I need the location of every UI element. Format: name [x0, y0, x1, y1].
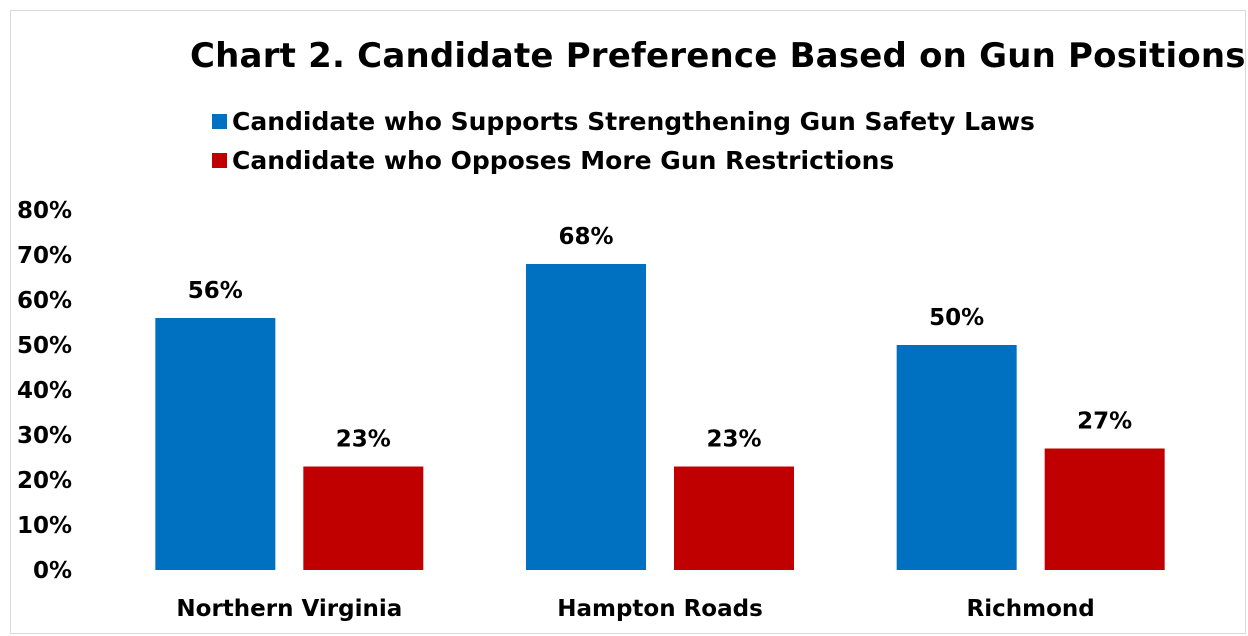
y-tick-label: 40%: [17, 378, 72, 404]
bar-richmond-opposes: [1044, 448, 1165, 570]
y-tick-label: 60%: [17, 288, 72, 314]
legend-swatch-opposes: [212, 152, 227, 168]
y-tick-label: 30%: [17, 423, 72, 449]
x-category-label: Hampton Roads: [557, 596, 763, 622]
x-category-label: Northern Virginia: [176, 596, 402, 622]
legend-swatch-supports: [212, 113, 227, 129]
legend-label-supports: Candidate who Supports Strengthening Gun…: [232, 106, 1035, 136]
bar-hampton-roads-opposes: [674, 466, 794, 570]
y-tick-label: 50%: [17, 333, 72, 359]
y-tick-label: 80%: [17, 198, 72, 224]
y-tick-label: 0%: [33, 558, 72, 584]
data-label: 23%: [336, 427, 391, 453]
data-label: 23%: [706, 427, 761, 453]
data-label: 56%: [188, 278, 243, 304]
bar-northern-virginia-opposes: [303, 466, 424, 570]
chart-title: Chart 2. Candidate Preference Based on G…: [190, 36, 1246, 76]
bar-richmond-supports: [896, 345, 1017, 570]
y-axis: 0% 10% 20% 30% 40% 50% 60% 70% 80%: [17, 198, 72, 584]
legend-label-opposes: Candidate who Opposes More Gun Restricti…: [232, 145, 895, 175]
bar-hampton-roads-supports: [526, 264, 646, 570]
legend-item-opposes: Candidate who Opposes More Gun Restricti…: [212, 145, 894, 175]
x-category-label: Richmond: [967, 596, 1095, 622]
bar-northern-virginia-supports: [155, 318, 276, 570]
y-tick-label: 70%: [17, 243, 72, 269]
data-label: 50%: [929, 305, 984, 331]
legend-item-supports: Candidate who Supports Strengthening Gun…: [212, 106, 1035, 136]
x-axis: Northern Virginia Hampton Roads Richmond: [176, 596, 1094, 622]
data-label: 68%: [558, 224, 613, 250]
y-tick-label: 20%: [17, 468, 72, 494]
data-label: 27%: [1077, 409, 1132, 435]
y-tick-label: 10%: [17, 513, 72, 539]
bars: 56% 23% 68% 23% 50% 27%: [155, 224, 1165, 570]
